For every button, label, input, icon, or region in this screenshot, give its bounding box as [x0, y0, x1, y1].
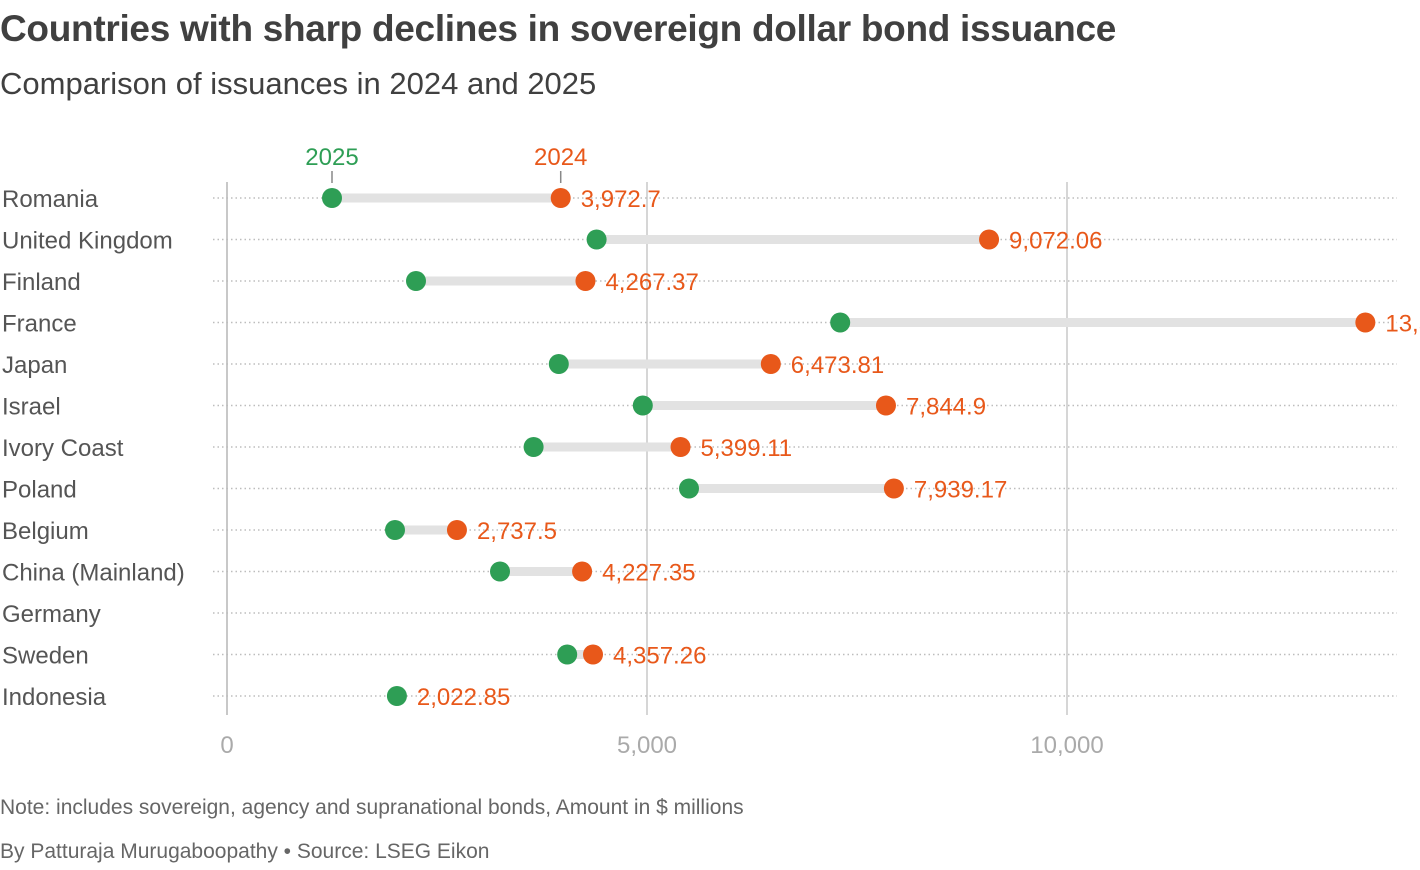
value-label: 4,357.26	[613, 643, 706, 670]
value-label: 5,399.11	[701, 435, 793, 462]
dot-2025	[490, 561, 510, 582]
value-label: 3,972.7	[581, 186, 661, 213]
dot-2025	[632, 395, 653, 416]
country-label: Israel	[2, 394, 61, 421]
x-tick-label: 0	[220, 732, 233, 759]
chart-byline: By Patturaja Murugaboopathy • Source: LS…	[0, 840, 490, 863]
dot-2024	[883, 478, 904, 499]
dot-2025	[586, 229, 607, 250]
value-label: 7,939.17	[914, 477, 1007, 504]
chart-title: Countries with sharp declines in soverei…	[0, 8, 1117, 49]
country-label: France	[2, 311, 77, 338]
legend-2024-label: 2024	[534, 144, 587, 171]
value-label: 13,551.87	[1385, 311, 1420, 338]
dot-2025	[406, 271, 426, 291]
value-label: 4,267.37	[605, 269, 698, 296]
country-label: Japan	[2, 352, 67, 379]
dot-2025	[679, 478, 699, 499]
x-tick-label: 10,000	[1030, 732, 1103, 759]
dot-2024	[446, 520, 467, 540]
dot-2025	[830, 312, 851, 333]
dot-2024	[550, 188, 571, 208]
dumbbell-chart: 05,00010,00015,00020,00025,00020252024Ro…	[2, 144, 1420, 759]
dot-2024	[760, 354, 781, 374]
country-label: Sweden	[2, 643, 89, 670]
legend-2025-label: 2025	[305, 144, 358, 171]
country-label: United Kingdom	[2, 228, 173, 255]
value-label: 6,473.81	[791, 352, 884, 379]
chart-subtitle: Comparison of issuances in 2024 and 2025	[0, 66, 597, 101]
dot-2024	[670, 437, 691, 457]
value-label: 2,737.5	[477, 518, 557, 545]
chart-note: Note: includes sovereign, agency and sup…	[0, 796, 744, 819]
dot-2025	[322, 188, 342, 208]
dot-2024	[572, 561, 593, 582]
country-label: Poland	[2, 477, 77, 504]
value-label: 9,072.06	[1009, 228, 1102, 255]
value-label: 4,227.35	[602, 560, 695, 587]
x-tick-label: 5,000	[617, 732, 677, 759]
dot-2024	[979, 229, 1000, 250]
dot-2025	[548, 354, 569, 374]
dot-2025	[385, 520, 405, 540]
country-label: Indonesia	[2, 684, 107, 711]
dot-2024	[583, 644, 604, 665]
country-label: China (Mainland)	[2, 560, 185, 587]
country-label: Romania	[2, 186, 99, 213]
dot-2025	[557, 644, 578, 665]
country-label: Germany	[2, 601, 101, 628]
dot-2025	[386, 686, 407, 706]
country-label: Belgium	[2, 518, 89, 545]
dot-2024	[1355, 312, 1376, 333]
country-label: Ivory Coast	[2, 435, 124, 462]
dot-2024	[875, 395, 896, 416]
dot-2024	[575, 271, 596, 291]
dot-2025	[523, 437, 544, 457]
value-label: 2,022.85	[417, 684, 510, 711]
country-label: Finland	[2, 269, 81, 296]
value-label: 7,844.9	[906, 394, 986, 421]
